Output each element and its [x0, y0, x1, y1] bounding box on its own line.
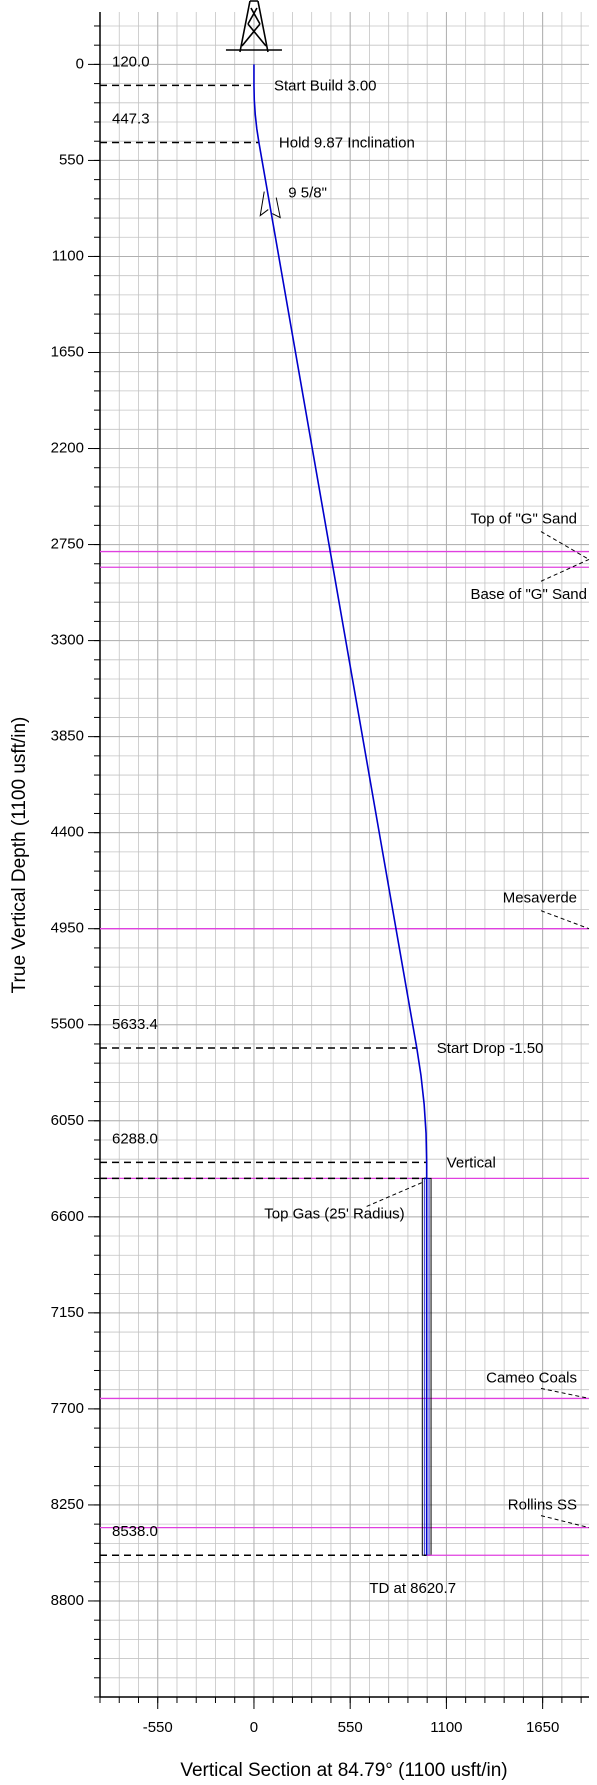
x-tick-label: 1650: [526, 1719, 559, 1736]
y-tick-label: 8800: [51, 1592, 84, 1609]
x-tick-label: -550: [143, 1719, 173, 1736]
casing-symbol: [259, 191, 281, 219]
marker-depth: 120.0: [112, 53, 150, 70]
y-tick-label: 2200: [51, 439, 84, 456]
y-tick-label: 1100: [52, 247, 84, 264]
marker-label: Hold 9.87 Inclination: [279, 134, 415, 151]
formation-label: Cameo Coals: [486, 1369, 577, 1386]
formation-label: Rollins SS: [508, 1497, 577, 1514]
y-tick-label: 6050: [51, 1112, 84, 1129]
leader-line: [540, 1387, 590, 1399]
leader-line: [540, 1515, 590, 1529]
y-tick-label: 4950: [51, 920, 84, 937]
x-tick-label: 550: [338, 1719, 363, 1736]
marker-label: Start Drop -1.50: [437, 1040, 544, 1057]
formation-label: Base of "G" Sand: [470, 586, 587, 603]
formation-label: Mesaverde: [503, 890, 577, 907]
y-tick-label: 3850: [51, 728, 84, 745]
casing-label: 9 5/8": [288, 185, 327, 202]
marker-depth: 5633.4: [112, 1016, 158, 1033]
td-depth: 8538.0: [112, 1523, 158, 1540]
y-tick-label: 3300: [51, 632, 84, 649]
leader-line: [366, 1180, 425, 1207]
x-tick-label: 0: [250, 1719, 258, 1736]
marker-depth: 447.3: [112, 110, 150, 127]
y-tick-label: 7150: [51, 1304, 84, 1321]
td-label: TD at 8620.7: [369, 1580, 456, 1597]
y-tick-label: 4400: [51, 824, 84, 841]
leader-line: [540, 910, 590, 930]
x-tick-label: 1100: [430, 1719, 462, 1736]
leader-line: [540, 531, 590, 560]
leader-line: [540, 558, 590, 582]
x-axis-title: Vertical Section at 84.79° (1100 usft/in…: [180, 1760, 507, 1781]
y-tick-label: 550: [59, 151, 84, 168]
marker-depth: 6288.0: [112, 1130, 158, 1147]
rig-icon: [225, 0, 282, 53]
y-tick-label: 7700: [51, 1400, 84, 1417]
marker-label: Start Build 3.00: [274, 77, 377, 94]
y-tick-label: 2750: [51, 536, 84, 553]
formation-label: Top of "G" Sand: [470, 511, 577, 528]
target-label: Top Gas (25' Radius): [264, 1205, 404, 1222]
marker-label: Vertical: [447, 1154, 496, 1171]
y-tick-label: 5500: [51, 1016, 84, 1033]
y-tick-label: 8250: [51, 1496, 84, 1513]
y-axis-title: True Vertical Depth (1100 usft/in): [9, 717, 30, 994]
well-path: [253, 64, 428, 1556]
y-tick-label: 0: [76, 55, 84, 72]
y-tick-label: 1650: [51, 343, 84, 360]
y-tick-label: 6600: [51, 1208, 84, 1225]
